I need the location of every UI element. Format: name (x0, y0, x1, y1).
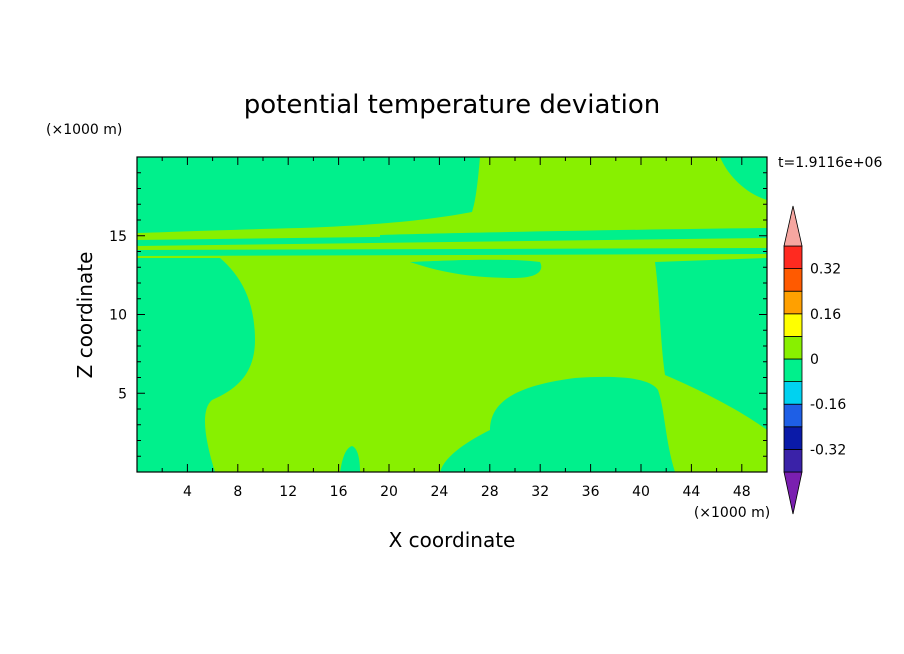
colorbar-arrow-high (783, 205, 803, 247)
x-tick-label: 12 (279, 484, 297, 500)
time-label: t=1.9116e+06 (778, 155, 882, 171)
colorbar-tick-label: 0.16 (810, 307, 841, 323)
colorbar-segment (783, 358, 803, 383)
x-tick-label: 24 (430, 484, 448, 500)
y-tick-label: 15 (109, 229, 127, 245)
x-tick-label: 16 (330, 484, 348, 500)
colorbar: 0.32 0.16 0 -0.16 -0.32 (783, 205, 846, 515)
colorbar-segment (783, 245, 803, 270)
chart-title: potential temperature deviation (244, 90, 660, 120)
plot-area (136, 156, 768, 473)
x-tick-label: 20 (380, 484, 398, 500)
y-tick-label: 5 (118, 386, 127, 402)
x-tick-label: 36 (582, 484, 600, 500)
band-lower (137, 248, 767, 256)
y-unit-label: (×1000 m) (46, 122, 122, 138)
x-tick-label: 44 (682, 484, 700, 500)
x-axis: 4 8 12 16 20 24 28 32 36 40 44 48 (161, 157, 751, 500)
colorbar-segment (783, 403, 803, 428)
x-tick-label: 40 (632, 484, 650, 500)
region-bottom-left-patch (137, 440, 180, 470)
region-top-left (137, 157, 480, 233)
x-tick-label: 48 (733, 484, 751, 500)
region-left (137, 258, 255, 472)
x-tick-label: 32 (531, 484, 549, 500)
region-top-right (720, 157, 767, 200)
colorbar-segment (783, 268, 803, 292)
region-right (655, 258, 767, 430)
x-tick-label: 28 (481, 484, 499, 500)
colorbar-tick-label: 0.32 (810, 262, 841, 278)
colorbar-segment (783, 313, 803, 337)
colorbar-arrow-low (783, 471, 803, 515)
colorbar-segment (783, 426, 803, 450)
y-axis-label: Z coordinate (73, 252, 97, 379)
colorbar-segment (783, 335, 803, 360)
colorbar-tick-label: 0 (810, 352, 819, 368)
x-unit-label: (×1000 m) (694, 505, 770, 521)
y-axis: 5 10 15 (109, 172, 767, 457)
colorbar-segment (783, 290, 803, 315)
y-tick-label: 10 (109, 308, 127, 324)
region-bottom-small (340, 446, 360, 472)
region-mid-blob (410, 259, 542, 278)
colorbar-tick-label: -0.16 (810, 397, 846, 413)
colorbar-tick-label: -0.32 (810, 442, 846, 458)
band-middle (380, 228, 767, 241)
region-bottom-center (440, 376, 675, 472)
x-axis-label: X coordinate (389, 528, 516, 552)
colorbar-segment (783, 381, 803, 405)
colorbar-segment (783, 448, 803, 473)
negative-regions (137, 157, 767, 472)
x-tick-label: 4 (183, 484, 192, 500)
x-tick-label: 8 (233, 484, 242, 500)
